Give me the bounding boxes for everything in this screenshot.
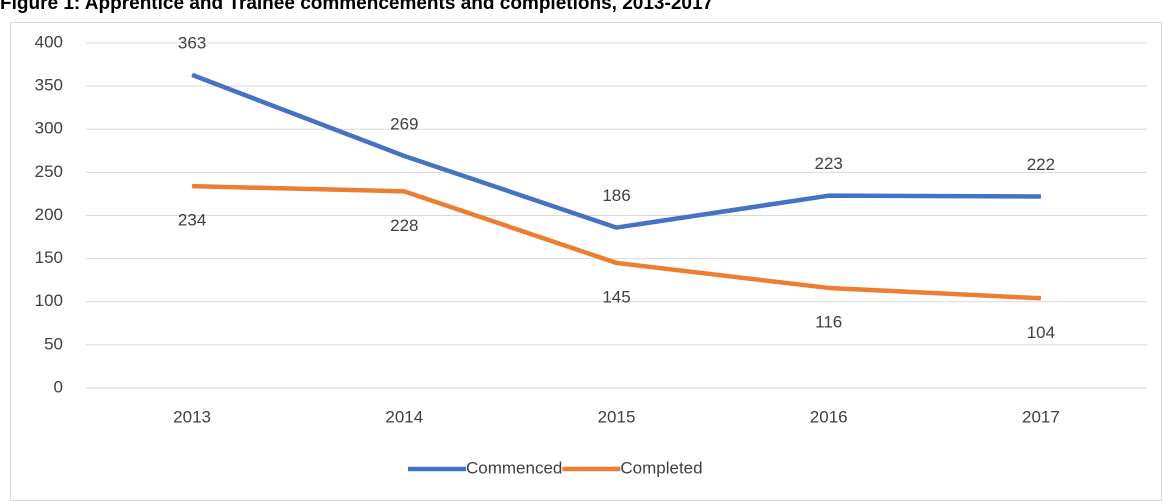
- data-label: 145: [602, 287, 630, 306]
- y-tick-label: 400: [35, 32, 63, 51]
- data-label: 186: [602, 186, 630, 205]
- legend-label: Completed: [620, 458, 702, 477]
- chart-frame: [10, 22, 1162, 501]
- y-tick-label: 350: [35, 76, 63, 95]
- data-label: 222: [1027, 155, 1055, 174]
- y-tick-label: 300: [35, 119, 63, 138]
- y-tick-label: 100: [35, 291, 63, 310]
- data-label: 116: [815, 312, 842, 331]
- x-tick-label: 2013: [173, 407, 211, 426]
- data-label: 228: [390, 216, 418, 235]
- data-label: 234: [178, 211, 206, 230]
- x-tick-label: 2017: [1022, 407, 1060, 426]
- data-label: 363: [178, 33, 206, 52]
- x-tick-label: 2016: [810, 407, 848, 426]
- y-tick-label: 150: [35, 248, 63, 267]
- legend-label: Commenced: [466, 458, 562, 477]
- data-label: 223: [815, 154, 843, 173]
- y-tick-label: 0: [54, 377, 63, 396]
- x-tick-label: 2015: [598, 407, 636, 426]
- series-line: [191, 72, 1041, 230]
- x-tick-label: 2014: [385, 407, 423, 426]
- series-line: [192, 183, 1042, 301]
- y-tick-label: 250: [35, 162, 63, 181]
- data-label: 269: [390, 114, 418, 133]
- chart-title: Figure 1: Apprentice and Trainee commenc…: [0, 0, 713, 14]
- data-label: 104: [1027, 323, 1055, 342]
- y-tick-label: 200: [35, 205, 63, 224]
- y-tick-label: 50: [44, 334, 63, 353]
